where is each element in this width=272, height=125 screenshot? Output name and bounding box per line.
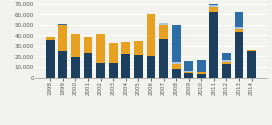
Bar [121, 42, 130, 54]
Bar [84, 53, 92, 78]
Bar [209, 7, 218, 12]
Bar [121, 54, 130, 78]
Bar [172, 62, 181, 64]
Bar [209, 3, 218, 5]
Bar [71, 58, 80, 78]
Bar [222, 53, 231, 60]
Bar [247, 51, 256, 78]
Bar [71, 34, 80, 58]
Bar [247, 50, 256, 51]
Bar [134, 55, 143, 78]
Bar [46, 40, 55, 78]
Bar [235, 29, 243, 32]
Bar [134, 41, 143, 55]
Bar [235, 12, 243, 28]
Bar [84, 38, 92, 53]
Bar [172, 64, 181, 69]
Bar [147, 14, 155, 56]
Bar [58, 25, 67, 51]
Bar [172, 25, 181, 62]
Bar [109, 43, 118, 63]
Bar [184, 71, 193, 72]
Bar [209, 5, 218, 7]
Bar [235, 28, 243, 29]
Bar [159, 23, 168, 25]
Bar [222, 60, 231, 62]
Bar [197, 72, 206, 74]
Bar [159, 38, 168, 78]
Bar [184, 73, 193, 78]
Bar [209, 12, 218, 78]
Bar [222, 62, 231, 64]
Bar [58, 24, 67, 25]
Bar [197, 60, 206, 72]
Bar [46, 38, 55, 40]
Bar [159, 25, 168, 38]
Bar [235, 32, 243, 78]
Bar [184, 72, 193, 73]
Bar [58, 51, 67, 78]
Bar [96, 34, 105, 63]
Bar [222, 64, 231, 78]
Bar [197, 74, 206, 78]
Bar [184, 61, 193, 71]
Bar [109, 63, 118, 78]
Bar [96, 63, 105, 78]
Bar [147, 56, 155, 78]
Bar [172, 69, 181, 78]
